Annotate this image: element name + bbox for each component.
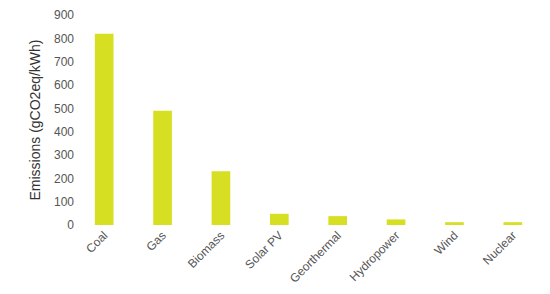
svg-text:300: 300 xyxy=(54,148,74,162)
svg-text:Hydropower: Hydropower xyxy=(347,228,403,284)
svg-text:700: 700 xyxy=(54,55,74,69)
svg-text:Solar PV: Solar PV xyxy=(242,228,285,271)
svg-text:Nuclear: Nuclear xyxy=(480,228,519,267)
svg-text:800: 800 xyxy=(54,32,74,46)
svg-text:Emissions (gCO2eq/kWh): Emissions (gCO2eq/kWh) xyxy=(27,39,43,200)
svg-text:Gas: Gas xyxy=(143,228,168,253)
svg-text:Coal: Coal xyxy=(83,228,110,255)
svg-text:0: 0 xyxy=(67,218,74,232)
svg-text:Wind: Wind xyxy=(432,228,461,257)
svg-text:600: 600 xyxy=(54,78,74,92)
svg-text:100: 100 xyxy=(54,195,74,209)
svg-text:500: 500 xyxy=(54,102,74,116)
svg-text:Biomass: Biomass xyxy=(185,228,227,270)
svg-text:900: 900 xyxy=(54,8,74,22)
svg-text:Georthermal: Georthermal xyxy=(287,228,344,285)
svg-text:400: 400 xyxy=(54,125,74,139)
svg-text:200: 200 xyxy=(54,172,74,186)
